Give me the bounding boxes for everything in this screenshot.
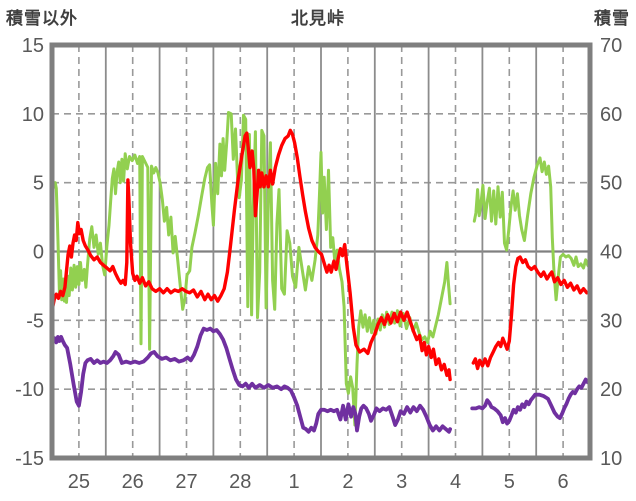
right-axis-tick-label: 60	[600, 104, 622, 126]
red-line	[471, 255, 592, 371]
left-axis-tick-label: 5	[33, 173, 44, 195]
x-axis-tick-label: 2	[342, 471, 353, 493]
chart-title: 北見峠	[291, 9, 345, 28]
left-axis-tick-label: -15	[15, 448, 44, 470]
right-axis-tick-label: 30	[600, 310, 622, 332]
right-axis-tick-label: 50	[600, 173, 622, 195]
x-axis-tick-label: 27	[175, 471, 197, 493]
right-axis-tick-label: 40	[600, 242, 622, 264]
purple-line-snow-depth	[50, 326, 453, 434]
x-axis-tick-label: 6	[558, 471, 569, 493]
green-line	[472, 156, 592, 302]
x-axis-tick-label: 4	[450, 471, 461, 493]
left-axis-tick-label: -5	[26, 310, 44, 332]
x-axis-tick-label: 28	[229, 471, 251, 493]
right-axis-tick-label: 10	[600, 448, 622, 470]
purple-line-snow-depth	[470, 377, 592, 426]
right-axis-tick-label: 70	[600, 35, 622, 57]
x-axis-tick-label: 5	[504, 471, 515, 493]
right-axis-title: 積雪	[594, 9, 630, 28]
x-axis-tick-label: 26	[122, 471, 144, 493]
left-axis-tick-label: 15	[22, 35, 44, 57]
green-line	[50, 111, 452, 427]
x-axis-tick-label: 3	[396, 471, 407, 493]
right-axis-tick-label: 20	[600, 379, 622, 401]
left-axis-tick-label: 0	[33, 242, 44, 264]
x-axis-tick-label: 25	[68, 471, 90, 493]
left-axis-tick-label: -10	[15, 379, 44, 401]
left-axis-title: 積雪以外	[6, 9, 78, 28]
left-axis-tick-label: 10	[22, 104, 44, 126]
red-line	[50, 128, 452, 382]
x-axis-tick-label: 1	[289, 471, 300, 493]
plot-border	[49, 42, 593, 461]
